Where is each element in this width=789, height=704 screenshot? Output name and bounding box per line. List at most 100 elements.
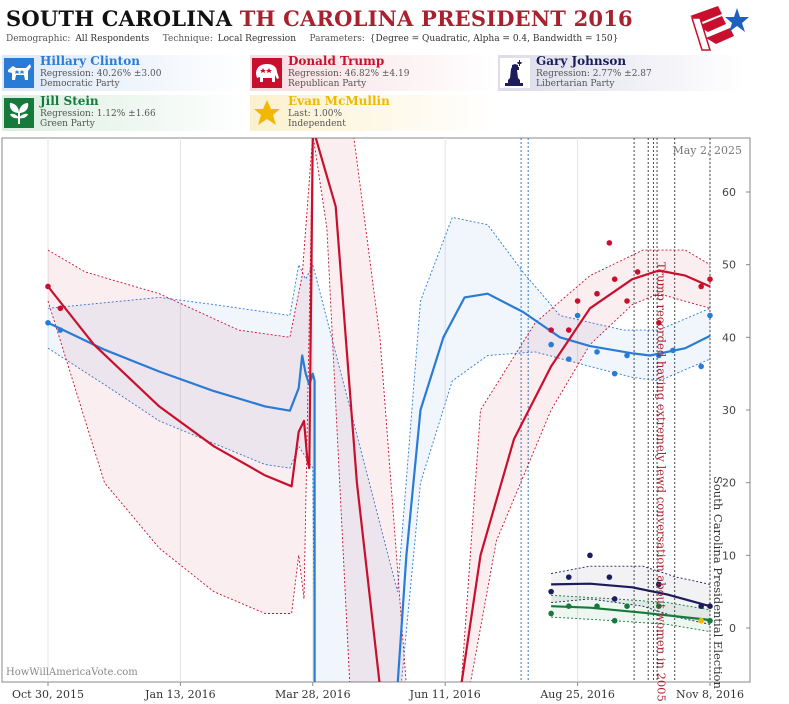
gary-johnson-poll-point xyxy=(548,588,554,595)
hillary-clinton-band-lower xyxy=(47,347,711,682)
title-rest: TH CAROLINA PRESIDENT 2016 xyxy=(239,6,633,31)
y-tick-label: 0 xyxy=(729,622,736,635)
clinton-name: Hillary Clinton xyxy=(40,54,140,68)
hillary-clinton-poll-point xyxy=(594,349,600,355)
hillary-clinton-trend-line xyxy=(47,292,711,682)
parameters-line: Demographic: All Respondents Technique: … xyxy=(6,34,620,44)
mcmullin-last: Last: 1.00% xyxy=(288,109,343,119)
stein-name: Jill Stein xyxy=(40,94,99,108)
donald-trump-poll-point xyxy=(565,327,572,333)
y-tick-label: 30 xyxy=(722,404,736,417)
mcmullin-name: Evan McMullin xyxy=(288,94,390,108)
donald-trump-poll-point xyxy=(548,327,554,333)
donald-trump-confidence-band xyxy=(48,138,710,682)
x-tick-label: Aug 25, 2016 xyxy=(539,688,615,701)
johnson-party: Libertarian Party xyxy=(536,79,615,89)
y-tick-label: 10 xyxy=(722,549,736,562)
hillary-clinton-poll-point xyxy=(57,327,64,333)
hillary-clinton-confidence-band xyxy=(48,217,710,682)
donald-trump-trend-line xyxy=(47,138,711,682)
leaf-icon xyxy=(4,98,34,128)
y-tick-label: 60 xyxy=(722,186,736,199)
gary-johnson-confidence-band xyxy=(551,566,710,625)
x-tick-label: Jun 11, 2016 xyxy=(409,688,481,701)
jill-stein-poll-point xyxy=(656,603,662,609)
clinton-party: Democratic Party xyxy=(40,79,120,89)
x-tick-label: Nov 8, 2016 xyxy=(676,688,744,701)
parameters-value: {Degree = Quadratic, Alpha = 0.4, Bandwi… xyxy=(369,34,619,44)
trump-party: Republican Party xyxy=(288,79,367,89)
hillary-clinton-poll-point xyxy=(656,352,662,359)
gary-johnson-band-lower xyxy=(551,598,711,625)
donald-trump-poll-point xyxy=(624,298,630,304)
annotation-election-day: South Carolina Presidential Election xyxy=(711,476,725,689)
johnson-regression: Regression: 2.77% ±2.87 xyxy=(536,69,652,79)
jill-stein-confidence-band xyxy=(551,595,710,632)
hillary-clinton-poll-point xyxy=(548,341,554,348)
technique-label: Technique: xyxy=(162,34,213,44)
gary-johnson-poll-point xyxy=(707,603,713,609)
donald-trump-poll-point xyxy=(594,290,600,297)
jill-stein-poll-point xyxy=(707,617,713,624)
hillary-clinton-poll-point xyxy=(565,356,572,362)
gary-johnson-poll-point xyxy=(611,596,618,602)
jill-stein-poll-point xyxy=(565,603,572,609)
annotation-trump-tape: Trump recorded having extremely lewd con… xyxy=(655,262,669,702)
jill-stein-poll-point xyxy=(548,610,554,617)
donald-trump-poll-point xyxy=(45,283,51,290)
legend-mcmullin: Evan McMullin Last: 1.00% Independent xyxy=(250,95,496,131)
donald-trump-poll-point xyxy=(606,240,613,246)
legend-stein: Jill Stein Regression: 1.12% ±1.66 Green… xyxy=(2,95,248,131)
plot-area xyxy=(45,138,713,682)
legend-trump: Donald Trump Regression: 46.82% ±4.19 Re… xyxy=(250,55,496,91)
gary-johnson-poll-point xyxy=(565,574,572,580)
hillary-clinton-poll-point xyxy=(707,312,713,319)
title-state: SOUTH CAROLINA xyxy=(6,6,233,31)
mcmullin-party: Independent xyxy=(288,119,346,129)
x-tick-label: Mar 28, 2016 xyxy=(275,688,351,701)
clinton-regression: Regression: 40.26% ±3.00 xyxy=(40,69,162,79)
stein-party: Green Party xyxy=(40,119,95,129)
hillary-clinton-poll-point xyxy=(698,363,704,370)
watermark: HowWillAmericaVote.com xyxy=(6,667,138,678)
x-tick-label: Oct 30, 2015 xyxy=(12,688,84,701)
gary-johnson-band-upper xyxy=(551,565,711,585)
date-stamp: May 2, 2025 xyxy=(672,144,742,157)
hillary-clinton-poll-point xyxy=(670,347,676,354)
donald-trump-poll-point xyxy=(707,276,713,282)
star-icon xyxy=(254,100,280,125)
elephant-icon xyxy=(252,58,282,88)
gary-johnson-poll-point xyxy=(698,603,704,609)
stein-regression: Regression: 1.12% ±1.66 xyxy=(40,109,156,119)
legend-johnson: Gary Johnson Regression: 2.77% ±2.87 Lib… xyxy=(498,55,744,91)
x-tick-label: Jan 13, 2016 xyxy=(144,688,216,701)
plot-frame xyxy=(1,137,751,683)
poll-chart: 0 10 20 30 40 50 60 Oct 30, 2015 Jan 13, 2016 Mar… xyxy=(1,137,751,702)
site-logo-icon xyxy=(690,6,749,51)
hillary-clinton-poll-point xyxy=(45,320,51,326)
trump-regression: Regression: 46.82% ±4.19 xyxy=(288,69,410,79)
donald-trump-poll-point xyxy=(656,320,662,326)
evan-mcmullin-poll-point xyxy=(698,617,704,624)
y-tick-label: 50 xyxy=(722,259,736,272)
y-tick-label: 20 xyxy=(722,477,736,490)
jill-stein-poll-point xyxy=(594,603,600,609)
donald-trump-poll-point xyxy=(611,276,618,282)
legend-clinton: Hillary Clinton Regression: 40.26% ±3.00… xyxy=(2,55,248,91)
jill-stein-poll-point xyxy=(624,603,630,609)
y-tick-label: 40 xyxy=(722,331,736,344)
hillary-clinton-poll-point xyxy=(624,352,630,359)
donkey-icon xyxy=(4,58,34,88)
parameters-label: Parameters: xyxy=(309,34,365,44)
hillary-clinton-poll-point xyxy=(574,312,581,319)
gary-johnson-poll-point xyxy=(606,574,613,580)
demographic-value: All Respondents xyxy=(75,34,150,44)
donald-trump-poll-point xyxy=(698,283,704,290)
page-title: SOUTH CAROLINA TH CAROLINA PRESIDENT 201… xyxy=(6,6,633,31)
donald-trump-poll-point xyxy=(634,269,641,275)
donald-trump-band-lower xyxy=(47,138,711,682)
johnson-name: Gary Johnson xyxy=(536,54,627,68)
statue-of-liberty-icon xyxy=(500,58,530,88)
donald-trump-poll-point xyxy=(57,305,64,312)
technique-value: Local Regression xyxy=(217,34,297,44)
